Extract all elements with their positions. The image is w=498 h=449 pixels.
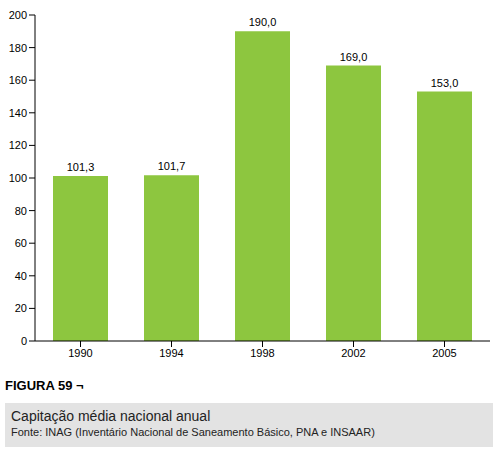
svg-text:80: 80	[15, 205, 27, 217]
svg-text:140: 140	[9, 107, 27, 119]
svg-text:101,3: 101,3	[67, 161, 95, 173]
svg-text:1990: 1990	[68, 347, 92, 359]
svg-text:169,0: 169,0	[340, 51, 368, 63]
svg-text:40: 40	[15, 270, 27, 282]
svg-text:2002: 2002	[341, 347, 365, 359]
svg-text:1994: 1994	[159, 347, 183, 359]
svg-text:160: 160	[9, 74, 27, 86]
html-text:Fonte: INAG (Inventário Nacion: Fonte: INAG (Inventário Nacional de Sane…	[11, 426, 375, 438]
svg-text:0: 0	[21, 335, 27, 347]
svg-text:60: 60	[15, 237, 27, 249]
svg-text:100: 100	[9, 172, 27, 184]
html-text:FIGURA 59 ¬: FIGURA 59 ¬	[5, 378, 84, 393]
svg-text:153,0: 153,0	[431, 77, 459, 89]
svg-text:200: 200	[9, 9, 27, 21]
svg-text:180: 180	[9, 42, 27, 54]
svg-text:2005: 2005	[432, 347, 456, 359]
svg-text:20: 20	[15, 302, 27, 314]
svg-text:190,0: 190,0	[249, 16, 277, 28]
svg-text:120: 120	[9, 139, 27, 151]
html-text:Capitação média nacional anual: Capitação média nacional anual	[11, 408, 211, 424]
svg-text:101,7: 101,7	[158, 160, 186, 172]
svg-text:1998: 1998	[250, 347, 274, 359]
